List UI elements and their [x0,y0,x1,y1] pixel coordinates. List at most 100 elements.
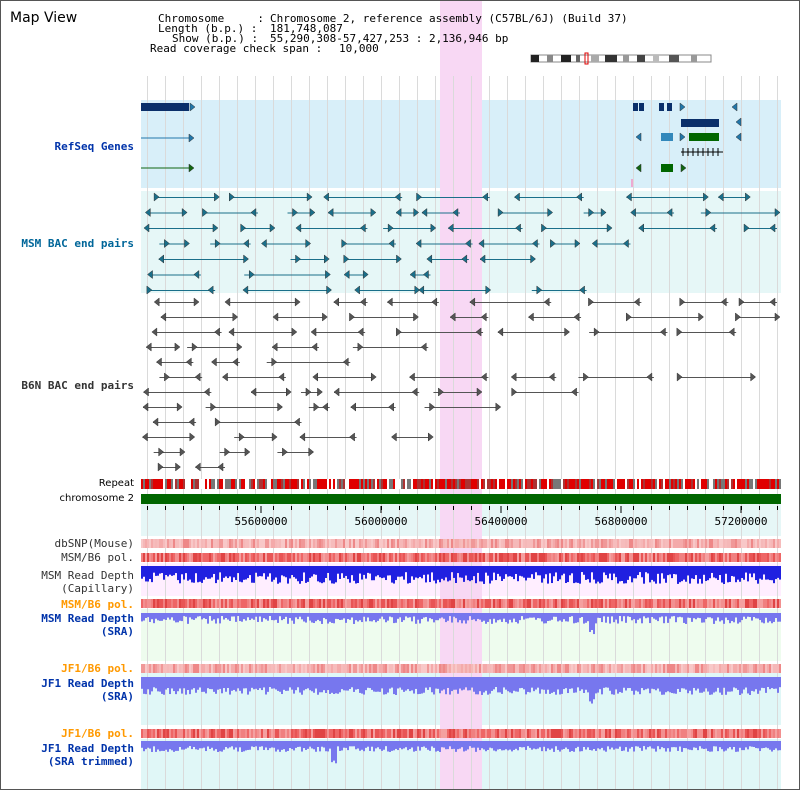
jf1-trim-depth-bar [599,741,601,750]
pol-cell [779,599,781,608]
msm-depth-cap-label-1[interactable]: MSM Read Depth [41,569,134,582]
pol-cell [709,729,711,738]
axis-tick-label: 56000000 [355,515,408,528]
jf1-depth-sra-label-1[interactable]: JF1 Read Depth [41,677,134,690]
gene-block [141,103,189,111]
pol-cell [763,664,765,673]
pol-cell [601,553,603,562]
pol-cell [289,553,291,562]
dbsnp-cell [469,539,471,548]
repeat-segment [421,479,423,489]
msm-sra-depth-bar [447,613,449,621]
msm-pair-end [532,238,538,249]
pol-cell [257,664,259,673]
dbsnp-cell [547,539,549,548]
b6n-bac-label[interactable]: B6N BAC end pairs [21,379,134,392]
msm-b6-pol-label[interactable]: MSM/B6 pol. [61,551,134,564]
pol-cell [383,729,385,738]
pol-cell [415,729,417,738]
jf1-sra-depth-bar [593,677,595,700]
pol-cell [361,599,363,608]
pol-cell [719,729,721,738]
msm-bac-label[interactable]: MSM BAC end pairs [21,237,134,250]
pol-cell [261,553,263,562]
dbsnp-cell [523,539,525,548]
ideogram-band [637,55,645,62]
pol-cell [351,729,353,738]
msm-cap-depth-bar [575,566,577,583]
pol-cell [319,553,321,562]
pol-cell [749,729,751,738]
msm-cap-depth-bar [151,566,153,583]
msm-sra-depth-bar [545,613,547,624]
jf1-trim-depth-bar [297,741,299,747]
pol-cell [613,729,615,738]
jf1-sra-depth-bar [389,677,391,689]
jf1-trim-depth-bar [513,741,515,750]
jf1-trim-depth-bar [525,741,527,750]
repeat-segment [471,479,473,489]
msm-sra-depth-bar [759,613,761,621]
dbsnp-cell [347,539,349,548]
msm-depth-sra-label-1[interactable]: MSM Read Depth [41,612,134,625]
msm-cap-depth-bar [599,566,601,584]
dbsnp-cell [615,539,617,548]
pol-cell [397,664,399,673]
msm-cap-depth-bar [765,566,767,580]
jf1-sra-depth-bar [267,677,269,692]
repeat-segment [741,479,743,489]
dbsnp-cell [773,539,775,548]
msm-sra-depth-bar [677,613,679,618]
msm-cap-depth-bar [685,566,687,582]
pol-cell [493,553,495,562]
jf1-sra-depth-bar [587,677,589,693]
dbsnp-cell [183,539,185,548]
pol-cell [201,599,203,608]
pol-cell [189,664,191,673]
msm-cap-depth-bar [565,566,567,584]
pol-cell [577,553,579,562]
jf1-sra-depth-bar [485,677,487,691]
pol-cell [327,553,329,562]
pol-cell [465,553,467,562]
pol-cell [717,599,719,608]
refseq-genes-label[interactable]: RefSeq Genes [54,140,134,153]
msm-b6-pol-sra-label[interactable]: MSM/B6 pol. [61,598,134,611]
pol-cell [251,664,253,673]
msm-cap-depth-bar [603,566,605,573]
dbsnp-cell [245,539,247,548]
pol-cell [371,729,373,738]
dbsnp-cell [421,539,423,548]
dbsnp-cell [265,539,267,548]
pol-cell [341,664,343,673]
pol-cell [695,553,697,562]
jf1-trim-depth-bar [187,741,189,748]
msm-sra-depth-bar [335,613,337,619]
pol-cell [265,553,267,562]
jf1-b6-pol-trim-label[interactable]: JF1/B6 pol. [61,727,134,740]
pol-cell [641,599,643,608]
dbsnp-cell [529,539,531,548]
pol-cell [419,599,421,608]
dbsnp-cell [573,539,575,548]
jf1-trim-depth-bar [759,741,761,752]
pol-cell [731,729,733,738]
dbsnp-cell [275,539,277,548]
jf1-b6-pol-label[interactable]: JF1/B6 pol. [61,662,134,675]
pol-cell [307,664,309,673]
pol-cell [733,664,735,673]
jf1-trim-depth-bar [323,741,325,748]
pol-cell [369,664,371,673]
msm-cap-depth-bar [349,566,351,583]
pol-cell [439,553,441,562]
dbsnp-label[interactable]: dbSNP(Mouse) [54,537,134,550]
pol-cell [389,599,391,608]
jf1-trim-depth-bar [385,741,387,747]
pol-cell [729,553,731,562]
jf1-sra-depth-bar [357,677,359,690]
repeat-segment [287,479,289,489]
jf1-depth-trim-label-1[interactable]: JF1 Read Depth [41,742,134,755]
msm-sra-depth-bar [607,613,609,617]
dbsnp-cell [389,539,391,548]
